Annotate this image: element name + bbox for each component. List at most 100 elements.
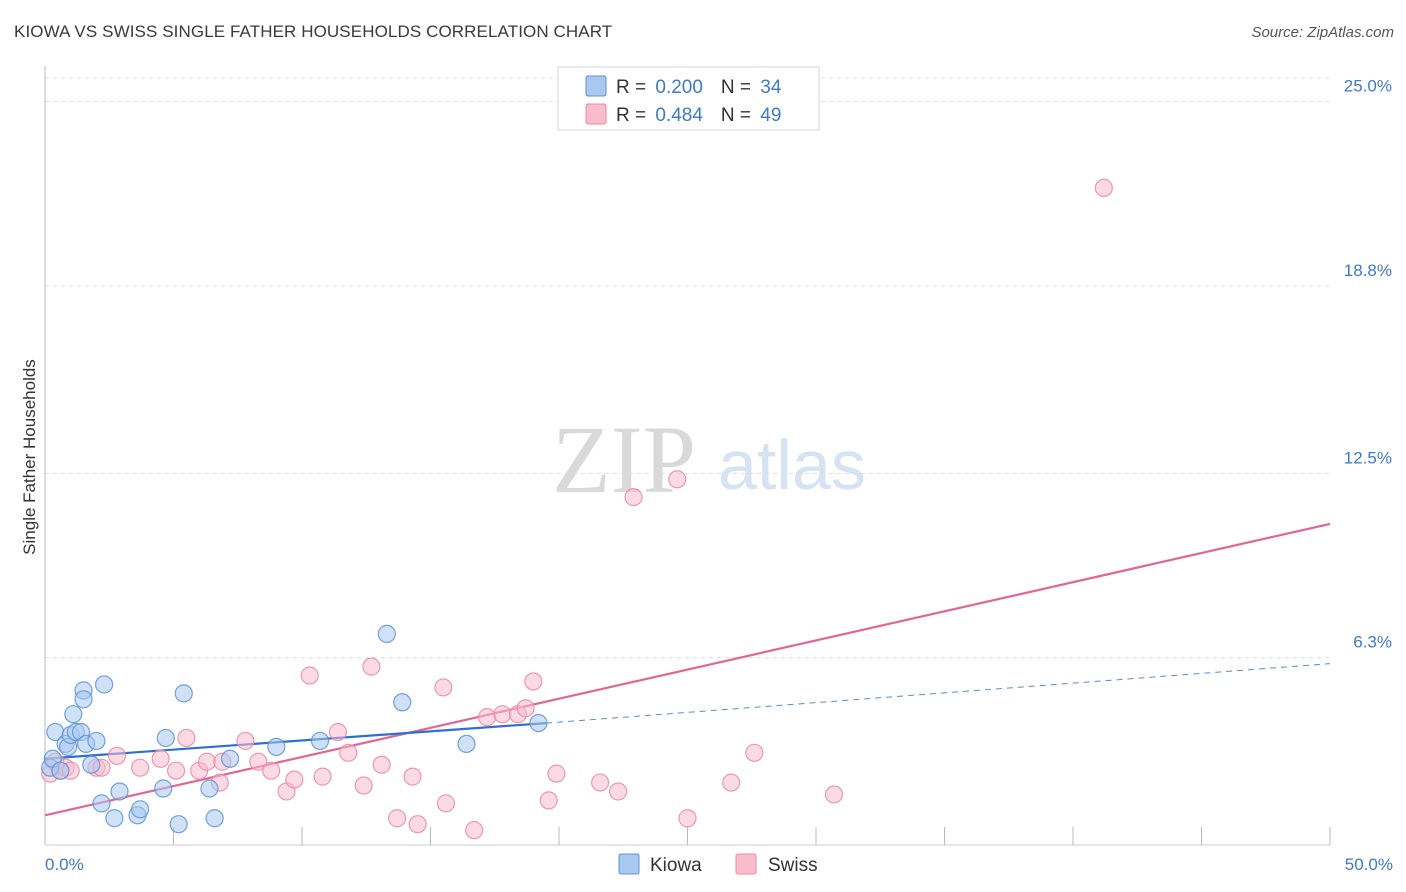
swiss-point	[300, 666, 319, 685]
swiss-point	[372, 755, 391, 774]
kiowa-point	[200, 779, 219, 798]
axes	[44, 66, 1331, 846]
y-tick-label: 6.3%	[1353, 633, 1392, 652]
y-tick-label: 12.5%	[1344, 448, 1392, 467]
x-tick-label: 50.0%	[1345, 855, 1393, 874]
swiss-point	[465, 821, 484, 840]
chart-title: KIOWA VS SWISS SINGLE FATHER HOUSEHOLDS …	[14, 22, 613, 41]
swiss-point	[524, 672, 543, 691]
kiowa-point	[64, 705, 83, 724]
legend-bottom-label-kiowa: Kiowa	[650, 855, 702, 876]
legend-kiowa-n-label: N =	[721, 77, 756, 98]
legend-swatch-swiss	[585, 103, 607, 125]
kiowa-point	[205, 809, 224, 828]
y-tick-labels: 6.3% 12.5% 18.8% 25.0%	[1344, 77, 1392, 652]
y-tick-label: 25.0%	[1344, 77, 1392, 96]
kiowa-point	[110, 782, 129, 801]
kiowa-point	[169, 815, 188, 834]
swiss-point	[493, 705, 512, 724]
swiss-point	[262, 761, 281, 780]
kiowa-point	[174, 684, 193, 703]
watermark-zip: ZIP	[552, 406, 696, 513]
kiowa-point	[310, 731, 330, 751]
swiss-point	[591, 773, 610, 792]
kiowa-point	[154, 779, 173, 798]
kiowa-point	[105, 809, 124, 828]
series-legend: Kiowa Swiss	[618, 853, 818, 876]
swiss-point	[539, 791, 558, 810]
legend-swiss-n-label: N =	[721, 105, 756, 126]
kiowa-trend-extension	[546, 663, 1331, 724]
x-tick-label: 0.0%	[45, 855, 84, 874]
swiss-point	[107, 746, 127, 765]
swiss-point	[130, 758, 150, 777]
swiss-point	[151, 749, 170, 768]
kiowa-point	[377, 624, 396, 643]
legend-bottom-swatch-swiss	[735, 853, 757, 875]
swiss-point	[516, 699, 535, 718]
swiss-point	[236, 731, 255, 751]
kiowa-point	[267, 737, 286, 756]
x-tick-labels: 0.0% 50.0%	[45, 855, 1393, 874]
legend-kiowa-r-label: R =	[616, 77, 651, 98]
swiss-point	[328, 722, 348, 742]
kiowa-point	[220, 749, 240, 768]
legend-bottom-label-swiss: Swiss	[768, 855, 818, 876]
swiss-point	[477, 708, 497, 727]
stats-legend: R = 0.200 N = 34 R = 0.484 N = 49	[557, 66, 820, 131]
kiowa-trend-line	[44, 721, 547, 760]
legend-swiss-r-label: R =	[616, 105, 651, 126]
y-axis-label: Single Father Households	[20, 359, 39, 555]
swiss-point	[434, 678, 453, 697]
trend-lines	[44, 522, 1331, 817]
legend-swatch-kiowa	[585, 75, 607, 97]
swiss-point	[436, 794, 456, 813]
swiss-point	[313, 767, 332, 786]
legend-swiss-r-value: 0.484	[655, 105, 703, 126]
swiss-point	[408, 815, 427, 834]
swiss-point	[1094, 178, 1113, 198]
swiss-point	[668, 470, 687, 489]
data-points	[41, 178, 1113, 840]
y-tick-label: 18.8%	[1344, 261, 1392, 280]
kiowa-point	[51, 761, 70, 780]
swiss-point	[387, 809, 407, 828]
legend-kiowa-r-value: 0.200	[655, 77, 703, 98]
swiss-point	[177, 728, 196, 748]
swiss-point	[354, 776, 373, 795]
kiowa-point	[529, 713, 548, 733]
swiss-point	[249, 752, 268, 771]
swiss-point	[403, 767, 422, 786]
source-credit: Source: ZipAtlas.com	[1251, 24, 1394, 41]
swiss-point	[745, 743, 764, 762]
swiss-point	[722, 773, 741, 792]
kiowa-point	[130, 800, 150, 819]
kiowa-point	[156, 728, 175, 748]
watermark-atlas: atlas	[718, 426, 866, 504]
grid-lines	[45, 77, 1330, 659]
swiss-point	[285, 770, 304, 789]
swiss-trend-line	[44, 522, 1331, 817]
swiss-point	[824, 785, 844, 804]
kiowa-point	[457, 734, 476, 754]
swiss-point	[362, 657, 381, 676]
legend-swiss-n-value: 49	[760, 105, 781, 126]
kiowa-point	[82, 755, 101, 774]
kiowa-point	[74, 690, 93, 709]
swiss-point	[624, 488, 643, 507]
swiss-point	[197, 752, 217, 771]
legend-bottom-swatch-kiowa	[618, 853, 640, 875]
swiss-point	[547, 764, 566, 783]
legend-kiowa-n-value: 34	[760, 77, 782, 98]
swiss-point	[609, 782, 628, 801]
kiowa-point	[87, 731, 106, 751]
kiowa-point	[95, 675, 114, 694]
kiowa-point	[92, 794, 111, 813]
kiowa-point	[393, 693, 412, 712]
swiss-point	[678, 809, 697, 828]
swiss-point	[166, 761, 186, 780]
swiss-point	[339, 743, 358, 762]
